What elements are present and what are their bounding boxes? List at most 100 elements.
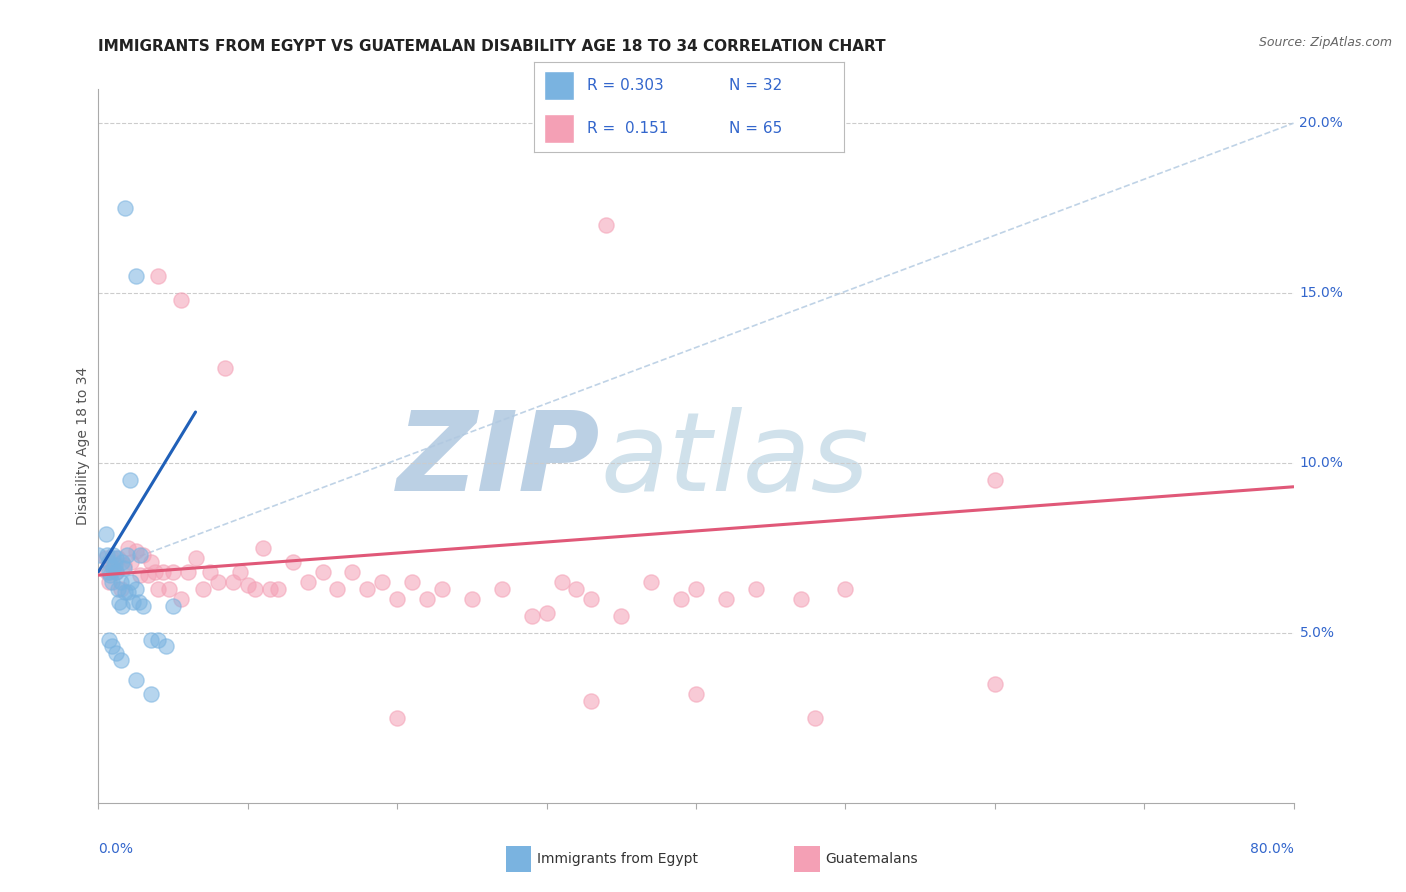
Text: R = 0.303: R = 0.303 <box>586 78 664 93</box>
Point <box>105 551 128 566</box>
Point <box>536 606 558 620</box>
Point <box>101 640 124 654</box>
Point <box>162 599 184 613</box>
Point <box>326 582 349 596</box>
Text: 0.0%: 0.0% <box>98 842 134 856</box>
Point <box>97 555 120 569</box>
Point <box>125 582 148 596</box>
Point <box>117 541 139 555</box>
Point <box>114 201 136 215</box>
Point <box>311 565 333 579</box>
Point <box>107 582 129 596</box>
Point <box>94 551 117 566</box>
Point <box>177 565 200 579</box>
Point <box>105 646 128 660</box>
Text: N = 32: N = 32 <box>730 78 782 93</box>
Point <box>125 544 148 558</box>
Point <box>120 574 142 589</box>
Text: R =  0.151: R = 0.151 <box>586 121 668 136</box>
Point <box>169 591 191 606</box>
Point <box>714 591 737 606</box>
Point <box>129 548 152 562</box>
Point <box>101 574 124 589</box>
Point <box>125 673 148 688</box>
Point <box>110 574 132 589</box>
Y-axis label: Disability Age 18 to 34: Disability Age 18 to 34 <box>76 367 90 525</box>
Point <box>101 551 124 566</box>
Text: 20.0%: 20.0% <box>1299 116 1343 130</box>
Point <box>103 548 125 562</box>
Point <box>104 558 127 572</box>
Point <box>491 582 513 596</box>
Point <box>385 591 409 606</box>
Point <box>834 582 856 596</box>
Point <box>128 595 150 609</box>
Point <box>139 632 162 647</box>
Point <box>132 548 155 562</box>
Point <box>107 551 129 566</box>
Point <box>207 574 229 589</box>
Point <box>550 574 572 589</box>
Point <box>385 711 409 725</box>
Point <box>640 574 662 589</box>
Point <box>143 565 166 579</box>
Point <box>520 608 543 623</box>
Text: 5.0%: 5.0% <box>1299 626 1334 640</box>
Point <box>105 565 128 579</box>
Point <box>252 541 274 555</box>
Point <box>114 585 136 599</box>
Text: N = 65: N = 65 <box>730 121 782 136</box>
Point <box>184 551 207 566</box>
Point <box>96 548 118 562</box>
Point <box>200 565 222 579</box>
Point <box>97 565 120 579</box>
Text: 15.0%: 15.0% <box>1299 286 1343 300</box>
Point <box>595 218 617 232</box>
Point <box>136 568 159 582</box>
Point <box>148 582 170 596</box>
Point <box>222 574 245 589</box>
Point <box>117 585 139 599</box>
Point <box>148 269 170 284</box>
Point <box>129 568 152 582</box>
Text: Immigrants from Egypt: Immigrants from Egypt <box>537 852 699 866</box>
Point <box>139 687 162 701</box>
Point <box>157 582 180 596</box>
Point <box>97 574 120 589</box>
Point <box>87 548 110 562</box>
Point <box>110 582 132 596</box>
Point <box>103 561 125 575</box>
FancyBboxPatch shape <box>544 71 575 100</box>
Text: 80.0%: 80.0% <box>1250 842 1294 856</box>
Point <box>281 555 304 569</box>
Point <box>245 582 267 596</box>
Point <box>103 555 125 569</box>
Point <box>152 565 174 579</box>
Point <box>108 595 131 609</box>
Point <box>115 548 138 562</box>
Point <box>669 591 692 606</box>
Point <box>430 582 453 596</box>
Point <box>685 582 707 596</box>
Point <box>112 558 135 572</box>
Point <box>236 578 259 592</box>
Point <box>371 574 394 589</box>
Point <box>342 565 364 579</box>
Point <box>169 293 191 307</box>
Point <box>229 565 252 579</box>
Point <box>983 473 1005 487</box>
Point <box>356 582 378 596</box>
Point <box>461 591 484 606</box>
Point <box>98 568 122 582</box>
Point <box>745 582 768 596</box>
Text: Source: ZipAtlas.com: Source: ZipAtlas.com <box>1258 36 1392 49</box>
Point <box>259 582 281 596</box>
Point <box>111 555 134 569</box>
Point <box>132 599 155 613</box>
Text: atlas: atlas <box>600 407 869 514</box>
Point <box>804 711 827 725</box>
Point <box>162 565 184 579</box>
Point <box>155 640 177 654</box>
Text: Guatemalans: Guatemalans <box>825 852 918 866</box>
Point <box>118 473 141 487</box>
